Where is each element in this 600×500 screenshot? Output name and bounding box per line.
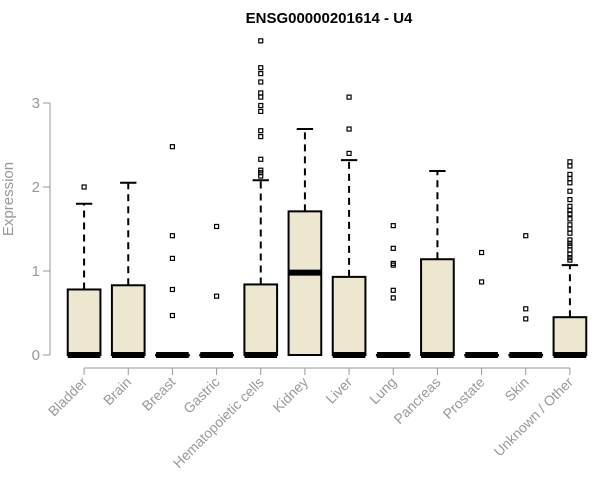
box-rect — [66, 288, 102, 357]
outlier-point — [169, 255, 176, 261]
y-axis: 0 1 2 3 — [32, 95, 51, 364]
outlier-point — [258, 173, 264, 179]
x-tick-label: Lung — [366, 374, 399, 407]
x-tick-label: Bladder — [45, 374, 91, 420]
outlier-point — [478, 279, 485, 285]
outlier-point — [567, 226, 573, 232]
outlier-point — [346, 126, 352, 132]
outlier-point — [567, 222, 573, 228]
outlier-point — [213, 223, 220, 230]
x-tick-label: Brain — [100, 374, 134, 408]
box-rect — [243, 283, 279, 356]
box-lung — [375, 223, 411, 358]
box-breast — [155, 144, 190, 358]
outlier-point — [258, 102, 264, 109]
x-tick-label: Skin — [501, 374, 532, 405]
outlier-point — [169, 286, 176, 293]
outlier-point — [523, 233, 529, 239]
box-hematopoietic-cells — [243, 38, 279, 358]
x-tick-label: Kidney — [269, 374, 311, 416]
outlier-point — [567, 176, 573, 182]
outlier-point — [567, 230, 573, 236]
outlier-point — [258, 156, 264, 162]
outlier-point — [81, 184, 87, 190]
outlier-point — [258, 38, 264, 44]
outlier-point — [567, 188, 573, 194]
outlier-point — [567, 216, 573, 222]
x-tick-label: Breast — [139, 374, 179, 414]
outlier-point — [169, 233, 176, 239]
outlier-point — [169, 144, 176, 150]
outlier-point — [390, 287, 396, 293]
outlier-point — [258, 90, 264, 96]
x-tick-label: Liver — [322, 374, 355, 407]
outlier-point — [567, 163, 573, 169]
outlier-point — [346, 94, 352, 100]
outlier-point — [390, 245, 396, 251]
box-rect — [331, 275, 367, 357]
chart-title: ENSG00000201614 - U4 — [246, 10, 413, 27]
x-tick-label: Gastric — [180, 374, 223, 417]
box-rect — [420, 258, 455, 356]
x-tick-label: Prostate — [440, 374, 488, 422]
box-skin — [508, 233, 544, 358]
box-pancreas — [420, 170, 455, 358]
outlier-point — [258, 70, 264, 77]
box-rect — [110, 284, 146, 356]
outlier-point — [258, 79, 264, 85]
outlier-point — [567, 203, 573, 209]
outlier-point — [567, 171, 573, 177]
y-tick-label: 2 — [32, 179, 40, 196]
box-prostate — [464, 249, 499, 358]
outlier-point — [567, 211, 573, 217]
outlier-point — [258, 167, 264, 173]
outlier-point — [213, 293, 220, 299]
y-axis-label: Expression — [0, 162, 17, 236]
outlier-point — [390, 223, 396, 229]
y-tick-label: 0 — [32, 347, 40, 364]
box-rect — [287, 210, 323, 356]
outlier-point — [567, 237, 573, 243]
outlier-point — [390, 260, 396, 267]
outlier-point — [567, 159, 573, 165]
outlier-point — [258, 128, 264, 134]
box-gastric — [199, 223, 234, 358]
box-liver — [331, 94, 367, 358]
outlier-point — [258, 134, 264, 140]
outlier-point — [567, 240, 573, 246]
y-tick-label: 1 — [32, 263, 40, 280]
outlier-point — [258, 94, 264, 100]
box-unknown-other — [552, 159, 588, 358]
outlier-point — [390, 295, 396, 301]
box-rect — [552, 316, 588, 357]
outlier-point — [258, 108, 264, 115]
outlier-point — [478, 249, 485, 256]
x-tick-label: Unknown / Other — [490, 374, 576, 460]
box-series — [66, 38, 588, 358]
box-brain — [110, 181, 146, 358]
x-tick-label: Pancreas — [390, 374, 443, 427]
outlier-point — [567, 180, 573, 186]
outlier-point — [523, 316, 529, 322]
y-tick-label: 3 — [32, 95, 40, 112]
outlier-point — [169, 312, 176, 319]
outlier-point — [567, 254, 573, 261]
box-kidney — [287, 128, 323, 356]
outlier-point — [567, 247, 573, 253]
box-bladder — [66, 184, 102, 358]
outlier-point — [346, 150, 352, 156]
outlier-point — [567, 197, 573, 203]
outlier-point — [567, 251, 573, 257]
outlier-point — [523, 306, 529, 312]
outlier-point — [258, 65, 264, 71]
